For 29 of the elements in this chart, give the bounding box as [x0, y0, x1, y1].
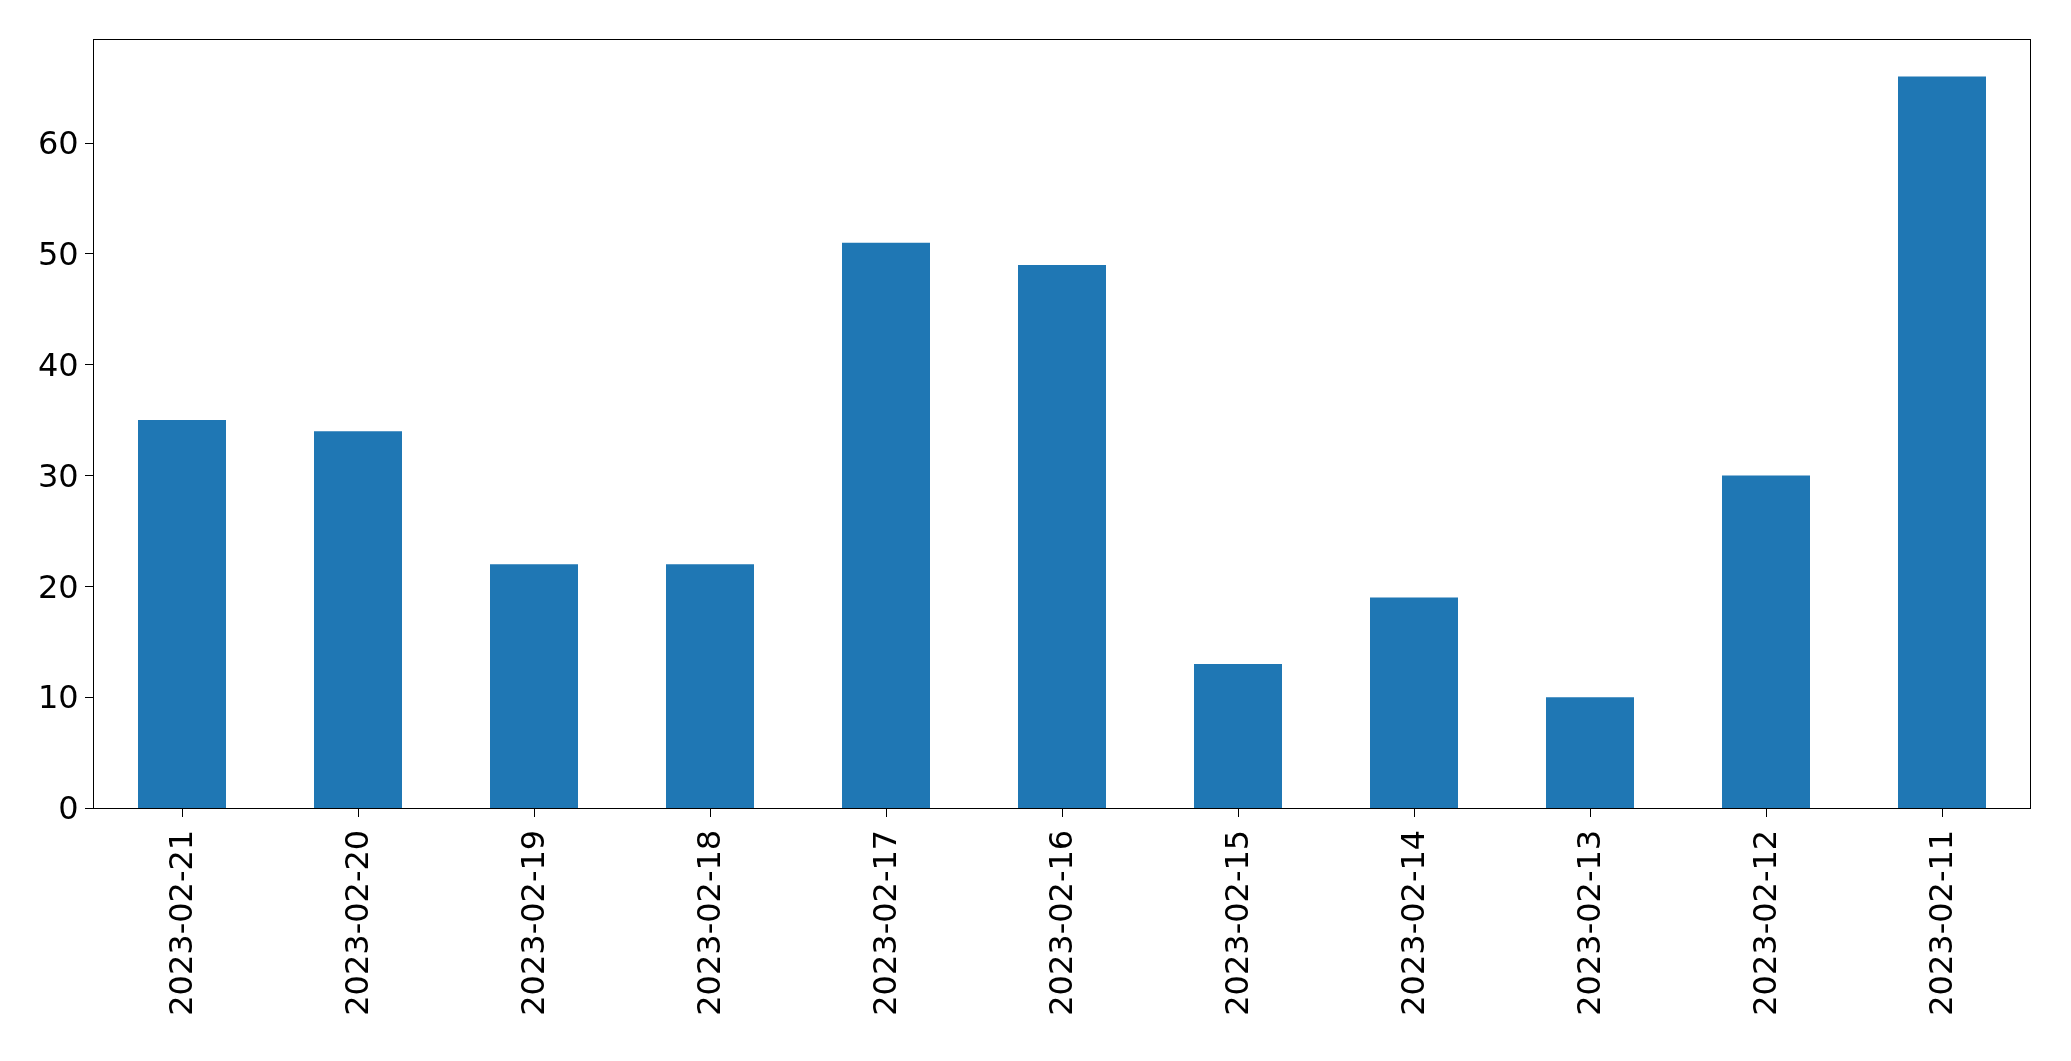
bar: [138, 420, 226, 808]
x-tick-label: 2023-02-16: [1042, 829, 1081, 1016]
x-tick-label: 2023-02-11: [1922, 829, 1961, 1016]
y-tick-label: 20: [37, 567, 79, 606]
bar: [1546, 697, 1634, 808]
y-tick-label: 30: [37, 456, 79, 495]
x-tick-label: 2023-02-14: [1394, 829, 1433, 1016]
x-tick-label: 2023-02-12: [1746, 829, 1785, 1016]
bar: [1018, 264, 1106, 808]
x-tick-label: 2023-02-18: [690, 829, 729, 1016]
bar: [1898, 76, 1986, 808]
y-tick-label: 60: [37, 124, 79, 163]
bar: [1722, 475, 1810, 808]
y-tick-label: 40: [37, 345, 79, 384]
x-tick-label: 2023-02-13: [1570, 829, 1609, 1016]
x-tick-label: 2023-02-15: [1218, 829, 1257, 1016]
x-tick-label: 2023-02-20: [338, 829, 377, 1016]
y-tick-label: 10: [37, 678, 79, 717]
bar: [842, 242, 930, 808]
x-tick-label: 2023-02-17: [866, 829, 905, 1016]
bar: [1370, 597, 1458, 808]
y-tick-label: 0: [58, 789, 79, 828]
bar: [314, 431, 402, 808]
x-tick-label: 2023-02-19: [514, 829, 553, 1016]
bar: [1194, 663, 1282, 808]
bar: [666, 564, 754, 808]
bar: [490, 564, 578, 808]
y-tick-label: 50: [37, 235, 79, 274]
x-tick-label: 2023-02-21: [162, 829, 201, 1016]
